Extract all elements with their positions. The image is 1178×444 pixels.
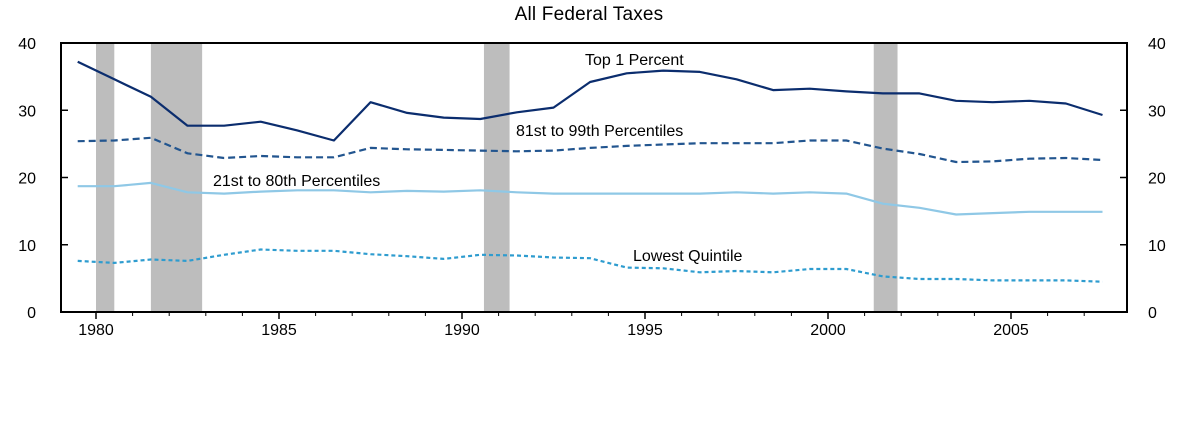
chart-title: All Federal Taxes [514, 4, 664, 25]
y-tick-label-right-40: 40 [1148, 36, 1166, 53]
axis-ticks: 1980 1985 1990 1995 2000 2005 0 0 10 10 20 20 30 30 40… [18, 36, 1166, 339]
recession-band-3 [483, 43, 510, 312]
recession-bands [96, 43, 898, 312]
series-label-21st-to-80th: 21st to 80th Percentiles [213, 173, 380, 190]
series-labels: Top 1 Percent 81st to 99th Percentiles 2… [213, 52, 742, 265]
x-tick-label-2000: 2000 [810, 322, 846, 339]
series-label-81st-to-99th: 81st to 99th Percentiles [516, 123, 683, 140]
y-tick-label-left-0: 0 [27, 305, 36, 322]
recession-band-4 [873, 43, 898, 312]
y-tick-label-right-10: 10 [1148, 238, 1166, 255]
x-tick-label-2005: 2005 [993, 322, 1029, 339]
series-line-lowest-quintile [77, 248, 1103, 283]
x-tick-label-1995: 1995 [627, 322, 663, 339]
y-tick-label-left-40: 40 [18, 36, 36, 53]
y-tick-label-right-30: 30 [1148, 103, 1166, 120]
series-lines [77, 60, 1103, 283]
y-tick-label-left-20: 20 [18, 171, 36, 188]
series-label-top-1-percent: Top 1 Percent [585, 52, 684, 69]
x-tick-label-1980: 1980 [78, 322, 114, 339]
series-line-top-1-percent [77, 60, 1103, 142]
y-tick-label-right-0: 0 [1148, 305, 1157, 322]
series-line-21st-to-80th-percentiles [77, 181, 1103, 216]
y-tick-label-left-30: 30 [18, 103, 36, 120]
x-tick-label-1985: 1985 [261, 322, 297, 339]
y-tick-label-left-10: 10 [18, 238, 36, 255]
series-label-lowest-quintile: Lowest Quintile [633, 248, 742, 265]
recession-band-1 [96, 43, 115, 312]
recession-band-2 [150, 43, 203, 312]
x-tick-label-1990: 1990 [444, 322, 480, 339]
y-tick-label-right-20: 20 [1148, 171, 1166, 188]
series-line-81st-to-99th-percentiles [77, 136, 1103, 164]
